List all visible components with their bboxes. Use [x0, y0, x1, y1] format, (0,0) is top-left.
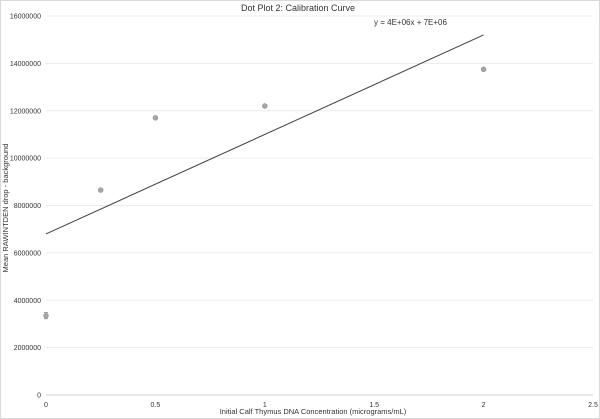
trendline-equation: y = 4E+06x + 7E+06	[374, 18, 447, 27]
chart-title: Dot Plot 2: Calibration Curve	[241, 3, 355, 13]
data-point	[152, 115, 159, 121]
grid	[46, 15, 593, 349]
y-tick-label: 14000000	[10, 61, 41, 68]
x-tick-label: 2.5	[588, 402, 598, 409]
data-points	[43, 66, 487, 320]
y-axis-label: Mean RAWINTDEN drop - background	[1, 144, 10, 273]
data-point	[480, 66, 487, 72]
x-tick-labels: 0 0.5 1 1.5 2 2.5	[44, 402, 598, 409]
y-tick-label: 12000000	[10, 108, 41, 115]
trendline-path	[45, 34, 484, 235]
data-point	[43, 312, 49, 319]
data-point	[262, 103, 268, 109]
y-tick-label: 2000000	[14, 345, 41, 352]
trendline	[45, 34, 484, 235]
x-axis-label: Initial Calf Thymus DNA Concentration (m…	[220, 407, 407, 416]
y-tick-label: 16000000	[10, 14, 41, 21]
y-tick-label: 6000000	[14, 250, 41, 257]
x-tick-label: 0	[44, 402, 48, 409]
x-tick-label: 0.5	[151, 402, 161, 409]
x-tick-label: 1.5	[369, 402, 379, 409]
x-tick-label: 2	[482, 402, 486, 409]
data-point	[97, 187, 104, 193]
y-tick-label: 4000000	[14, 298, 41, 305]
y-tick-label: 0	[37, 393, 41, 400]
x-tick-label: 1	[263, 402, 267, 409]
y-tick-labels: 0 2000000 4000000 6000000 8000000 10000000 120…	[10, 14, 41, 400]
y-tick-label: 8000000	[14, 203, 41, 210]
y-tick-label: 10000000	[10, 156, 41, 163]
